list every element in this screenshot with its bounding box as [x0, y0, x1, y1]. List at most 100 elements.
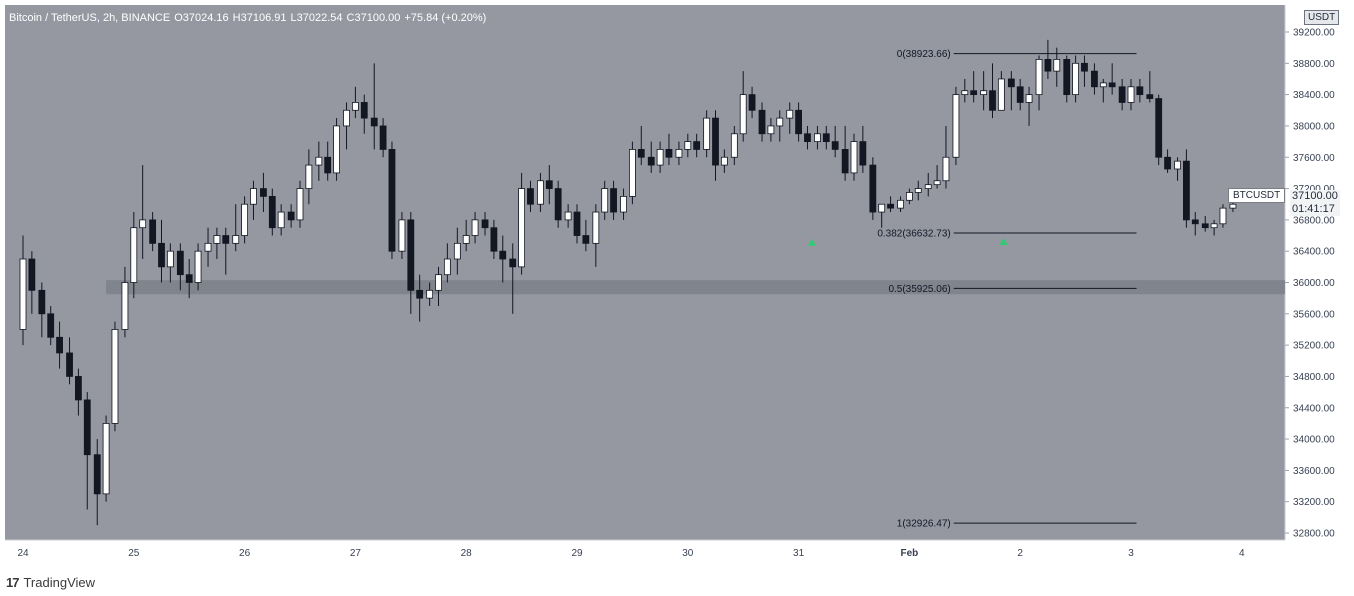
candle-up — [453, 242, 461, 260]
candle-up — [1174, 160, 1181, 170]
candle-up — [1025, 94, 1033, 103]
x-tick-label: 24 — [17, 548, 29, 559]
chart-header: Bitcoin / TetherUS, 2h, BINANCE O37024.16… — [9, 12, 490, 24]
candle-down — [1164, 156, 1171, 170]
candle-up — [629, 149, 636, 197]
candle-down — [637, 149, 645, 158]
candle-down — [610, 188, 617, 213]
candle-up — [232, 235, 240, 244]
y-tick-label: 39200.00 — [1293, 28, 1335, 39]
last-price-label: 37100.00 01:41:17 — [1290, 190, 1340, 216]
x-tick-label: 31 — [793, 548, 805, 559]
candle-up — [1219, 207, 1227, 225]
candle-up — [398, 219, 406, 252]
candle-down — [93, 454, 101, 495]
y-tick-label: 36800.00 — [1293, 215, 1335, 226]
candle-up — [277, 211, 285, 229]
candle-up — [961, 90, 969, 96]
candle-down — [1146, 94, 1154, 99]
candle-down — [56, 336, 63, 354]
candle-up — [121, 282, 129, 330]
y-tick-label: 37200.00 — [1293, 184, 1335, 195]
y-tick-label: 36000.00 — [1293, 278, 1335, 289]
candle-up — [814, 133, 821, 142]
candle-up — [601, 188, 609, 213]
y-tick-label: 35200.00 — [1293, 341, 1335, 352]
candle-down — [185, 274, 193, 283]
candle-down — [795, 109, 802, 135]
candle-down — [268, 195, 276, 229]
candle-up — [241, 203, 249, 236]
time-axis — [5, 540, 1285, 567]
candle-up — [1210, 223, 1218, 229]
candle-down — [66, 352, 73, 377]
x-tick-label: 26 — [239, 548, 251, 559]
candle-down — [370, 117, 378, 127]
candle-up — [906, 192, 913, 201]
candle-down — [149, 219, 157, 244]
candle-down — [287, 211, 295, 221]
candle-down — [859, 141, 867, 166]
candle-down — [1136, 86, 1144, 96]
candle-up — [130, 227, 138, 283]
candle-down — [665, 149, 673, 158]
candle-down — [573, 211, 581, 236]
candle-down — [1063, 58, 1071, 96]
candle-up — [1035, 58, 1043, 96]
candle-down — [222, 235, 230, 244]
candle-up — [997, 78, 1005, 111]
plot-area — [5, 5, 1285, 540]
candle-up — [720, 156, 728, 166]
candle-up — [924, 184, 932, 189]
chart-svg[interactable]: 0(38923.66) 0.382(36632.73) 0.5(35925.06) 1… — [5, 5, 1354, 567]
price-axis — [1285, 5, 1354, 567]
low-value: 37022.54 — [296, 12, 343, 24]
candle-down — [804, 133, 811, 142]
candle-down — [758, 109, 766, 135]
candle-down — [75, 376, 82, 401]
candle-up — [194, 250, 202, 283]
candle-up — [471, 219, 479, 236]
bar-countdown: 01:41:17 — [1292, 203, 1335, 215]
x-tick-label: Feb — [901, 548, 919, 559]
candle-down — [748, 94, 756, 111]
candle-up — [102, 423, 110, 495]
candle-down — [360, 102, 368, 119]
candle-down — [1155, 98, 1163, 158]
candle-up — [1229, 203, 1237, 209]
signal-arrow-icon — [999, 238, 1008, 246]
candle-down — [970, 90, 978, 96]
candle-down — [1183, 160, 1190, 221]
brand-name[interactable]: TradingView — [23, 575, 96, 590]
candle-down — [176, 250, 184, 276]
candle-up — [19, 258, 27, 330]
currency-badge[interactable]: USDT — [1304, 10, 1340, 25]
candle-up — [850, 141, 858, 174]
candle-up — [786, 109, 794, 119]
candle-up — [537, 180, 544, 205]
candle-down — [1091, 70, 1098, 88]
candle-up — [204, 242, 212, 252]
candle-up — [767, 125, 775, 135]
close-key: C — [346, 12, 355, 24]
open-key: O — [174, 12, 183, 24]
candle-down — [158, 242, 165, 268]
candle-down — [545, 180, 553, 189]
last-price-value: 37100.00 — [1292, 190, 1338, 202]
candle-up — [435, 274, 442, 291]
candle-down — [1191, 219, 1199, 225]
x-tick-label: 28 — [461, 548, 473, 559]
x-tick-label: 25 — [128, 548, 140, 559]
candle-up — [296, 188, 304, 221]
candle-up — [250, 188, 257, 205]
candle-down — [260, 188, 267, 197]
tradingview-logo-icon[interactable]: 17 — [6, 575, 20, 590]
candle-up — [933, 180, 941, 186]
candle-down — [1201, 223, 1209, 229]
fib-level-label: 0(38923.66) — [897, 49, 951, 60]
candle-down — [379, 125, 387, 150]
candle-down — [1044, 58, 1052, 72]
chart-frame: 0(38923.66) 0.382(36632.73) 0.5(35925.06) 1… — [5, 5, 1354, 567]
symbol-title[interactable]: Bitcoin / TetherUS, 2h, BINANCE — [9, 12, 171, 24]
y-tick-label: 33600.00 — [1293, 466, 1335, 477]
